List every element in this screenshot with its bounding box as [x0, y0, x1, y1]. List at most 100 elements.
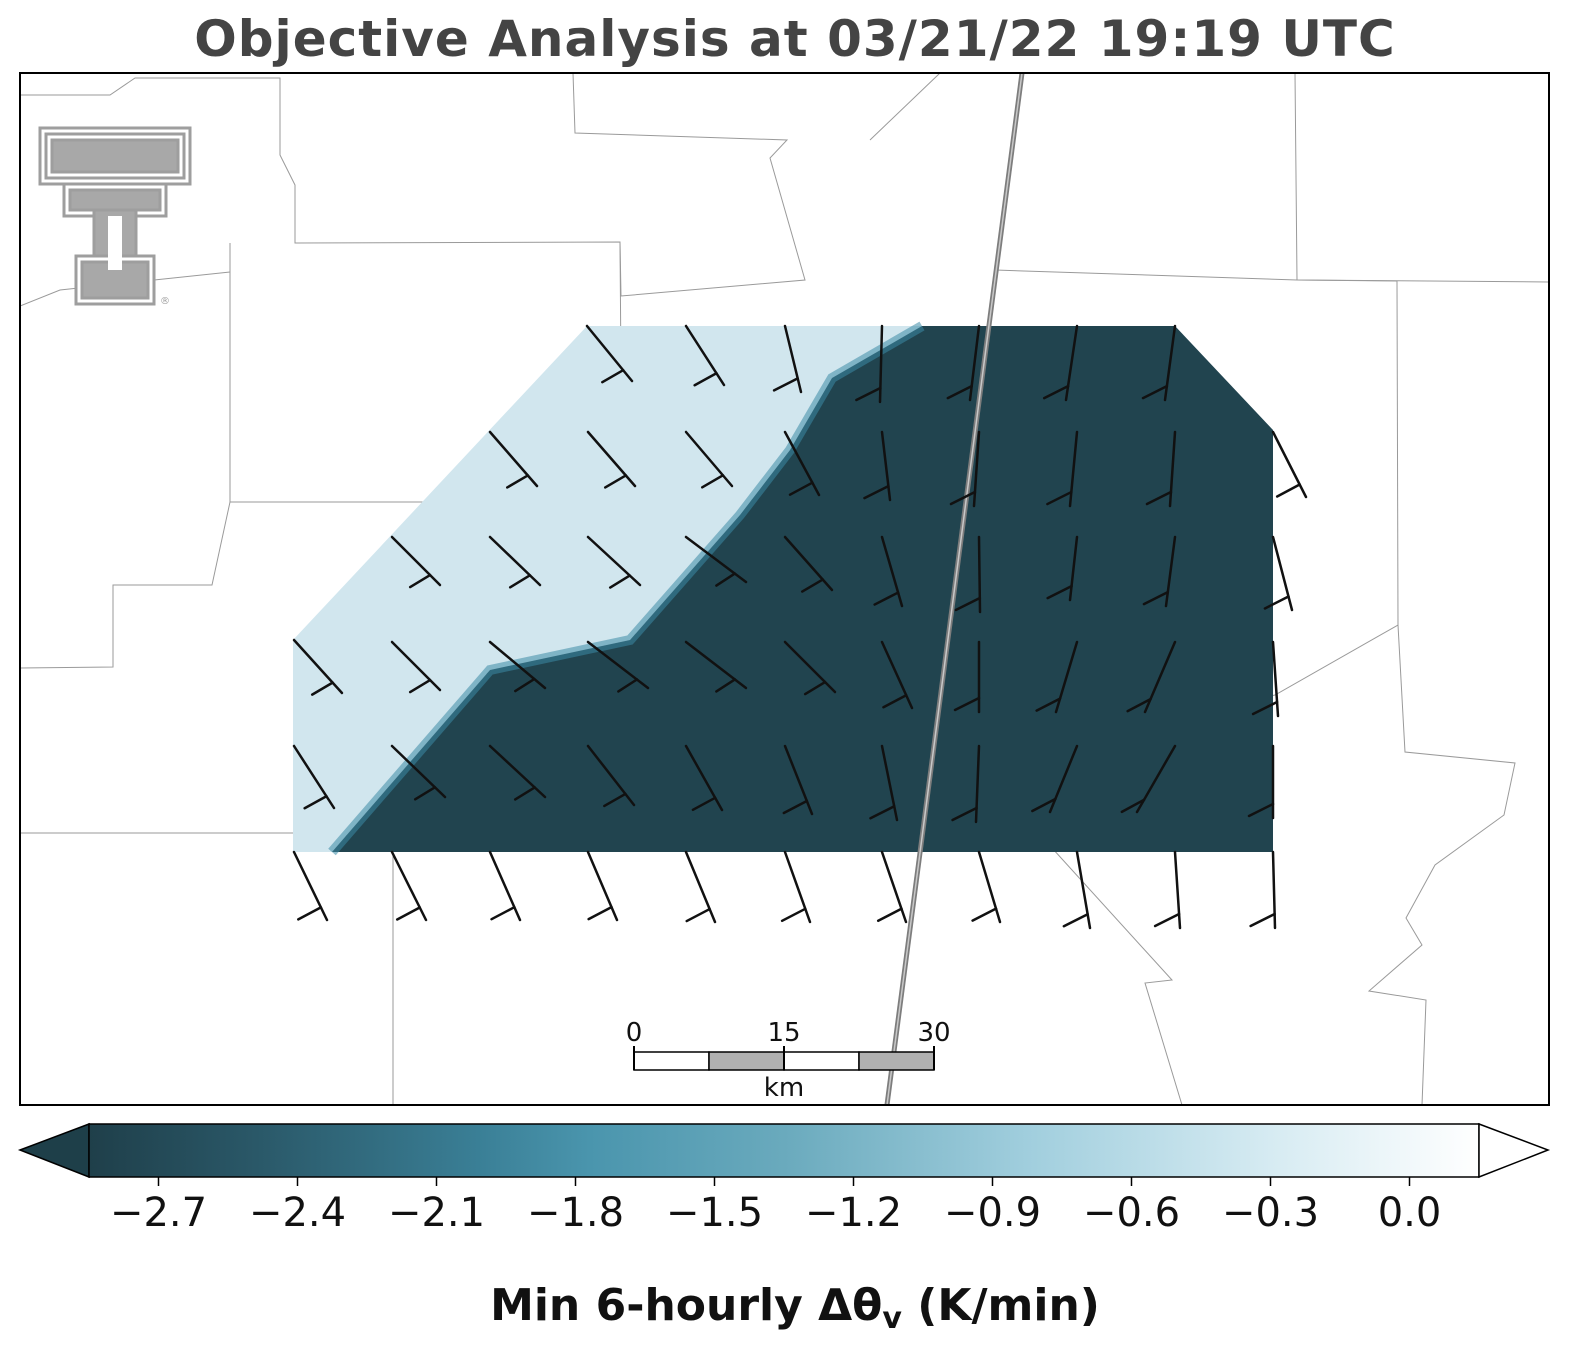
wind-barb-staff	[390, 850, 428, 922]
scale-label-0: 0	[625, 1018, 643, 1048]
colorbar-tick-label: −1.8	[526, 1190, 625, 1236]
wind-barb-flag	[1247, 802, 1275, 818]
wind-barb-staff	[968, 324, 981, 402]
wind-barb-flag	[1046, 490, 1073, 506]
wind-barb-flag	[715, 678, 737, 693]
wind-barb-flag	[1120, 798, 1146, 814]
wind-barb-staff	[1164, 535, 1177, 608]
wind-barb-staff	[684, 640, 748, 690]
wind-barb-flag	[1062, 912, 1089, 928]
wind-barb-flag	[587, 905, 613, 921]
wind-barb-flag	[971, 907, 998, 922]
wind-barb-staff	[977, 535, 982, 614]
field-gradient-edge	[328, 321, 925, 856]
wind-barb-flag	[954, 596, 982, 612]
wind-barb-flag	[780, 907, 807, 923]
colorbar-tick-label: −2.4	[248, 1190, 347, 1236]
wind-barb-flag	[882, 694, 908, 709]
wind-barb-staff	[1064, 324, 1079, 402]
wind-barb-staff	[1068, 535, 1079, 602]
wind-barb-flag	[800, 578, 824, 593]
wind-barb-flag	[490, 905, 516, 921]
wind-barb-flag	[608, 574, 631, 589]
wind-barbs	[292, 324, 1308, 930]
wind-barb-flag	[788, 481, 814, 496]
colorbar-label-unit: (K/min)	[901, 1280, 1100, 1331]
wind-barb-staff	[783, 430, 821, 497]
wind-barb-flag	[513, 786, 536, 801]
wind-barb-staff	[880, 640, 914, 710]
wind-barb-flag	[1275, 483, 1301, 498]
colorbar-tick-label: −0.9	[943, 1190, 1042, 1236]
wind-barb-flag	[601, 368, 625, 384]
wind-barb-flag	[603, 792, 627, 808]
colorbar-tick-label: −2.1	[387, 1190, 486, 1236]
wind-barb-flag	[873, 591, 900, 606]
wind-barb-flag	[949, 490, 977, 506]
wind-barb-staff	[783, 324, 803, 394]
wind-barb-staff	[488, 744, 547, 799]
wind-barb-flag	[951, 806, 978, 822]
wind-barb-flag	[782, 799, 809, 815]
wind-barb-flag	[1145, 490, 1173, 506]
wind-barb-staff	[684, 744, 724, 812]
wind-barb-staff	[1048, 744, 1079, 814]
wind-barb-flag	[772, 377, 799, 392]
wind-barb-flag	[685, 907, 711, 923]
scale-unit: km	[763, 1073, 805, 1103]
wind-barb-staff	[1068, 430, 1079, 508]
wind-barb-staff	[1271, 640, 1280, 718]
wind-barb-flag	[691, 796, 717, 812]
wind-barb-flag	[1141, 384, 1169, 400]
wind-barb-flag	[1249, 912, 1276, 928]
map-frame	[19, 72, 1550, 1106]
highway-line	[884, 72, 1025, 1106]
colorbar-tick-label: 0.0	[1377, 1190, 1442, 1236]
wind-barb-staff	[684, 430, 734, 488]
wind-barb-flag	[701, 474, 725, 489]
field-dark-region	[332, 326, 1273, 852]
wind-barb-staff	[977, 850, 1002, 924]
wind-barb-flag	[603, 474, 628, 489]
colorbar-label-sub: v	[882, 1301, 902, 1336]
texas-tech-double-t-logo: ®	[38, 126, 192, 307]
colorbar-tick-label: −0.6	[1082, 1190, 1181, 1236]
wind-barb-flag	[617, 678, 639, 693]
wind-barb-staff	[880, 535, 904, 608]
wind-barb-staff	[684, 535, 748, 584]
wind-barb-staff	[783, 850, 812, 924]
wind-barb-flag	[1035, 697, 1062, 712]
wind-barb-staff	[684, 324, 726, 387]
wind-barb-staff	[972, 430, 981, 508]
wind-barb-staff	[684, 850, 717, 924]
wind-barb-flag	[803, 680, 827, 696]
wind-barb-staff	[585, 324, 634, 383]
wind-barb-staff	[390, 640, 442, 692]
wind-barb-flag	[863, 484, 890, 500]
colorbar-tick-label: −2.7	[109, 1190, 208, 1236]
scale-bar	[633, 1046, 935, 1071]
wind-barb-staff	[488, 535, 542, 587]
colorbar-label: Min 6-hourly Δθv (K/min)	[0, 1280, 1590, 1336]
scale-label-15: 15	[767, 1018, 801, 1048]
wind-barb-staff	[292, 638, 344, 695]
wind-barb-flag	[855, 386, 882, 402]
scale-label-30: 30	[917, 1018, 951, 1048]
wind-barb-staff	[1054, 640, 1079, 714]
wind-barb-staff	[1163, 324, 1177, 402]
wind-barb-flag	[715, 572, 737, 587]
wind-barb-staff	[586, 850, 619, 922]
wind-barb-flag	[310, 681, 334, 696]
wind-barb-flag	[693, 371, 718, 387]
analysis-field	[293, 321, 1273, 856]
wind-barb-staff	[1168, 430, 1177, 508]
wind-barb-flag	[1042, 384, 1070, 400]
wind-barb-flag	[1251, 700, 1279, 716]
colorbar-body	[88, 1123, 1480, 1178]
colorbar-tick-label: −0.3	[1221, 1190, 1320, 1236]
wind-barb-staff	[586, 535, 642, 587]
wind-barb-flag	[508, 574, 532, 589]
wind-barb-flag	[1126, 697, 1152, 713]
field-light-region	[293, 326, 922, 852]
wind-barb-staff	[783, 744, 814, 816]
